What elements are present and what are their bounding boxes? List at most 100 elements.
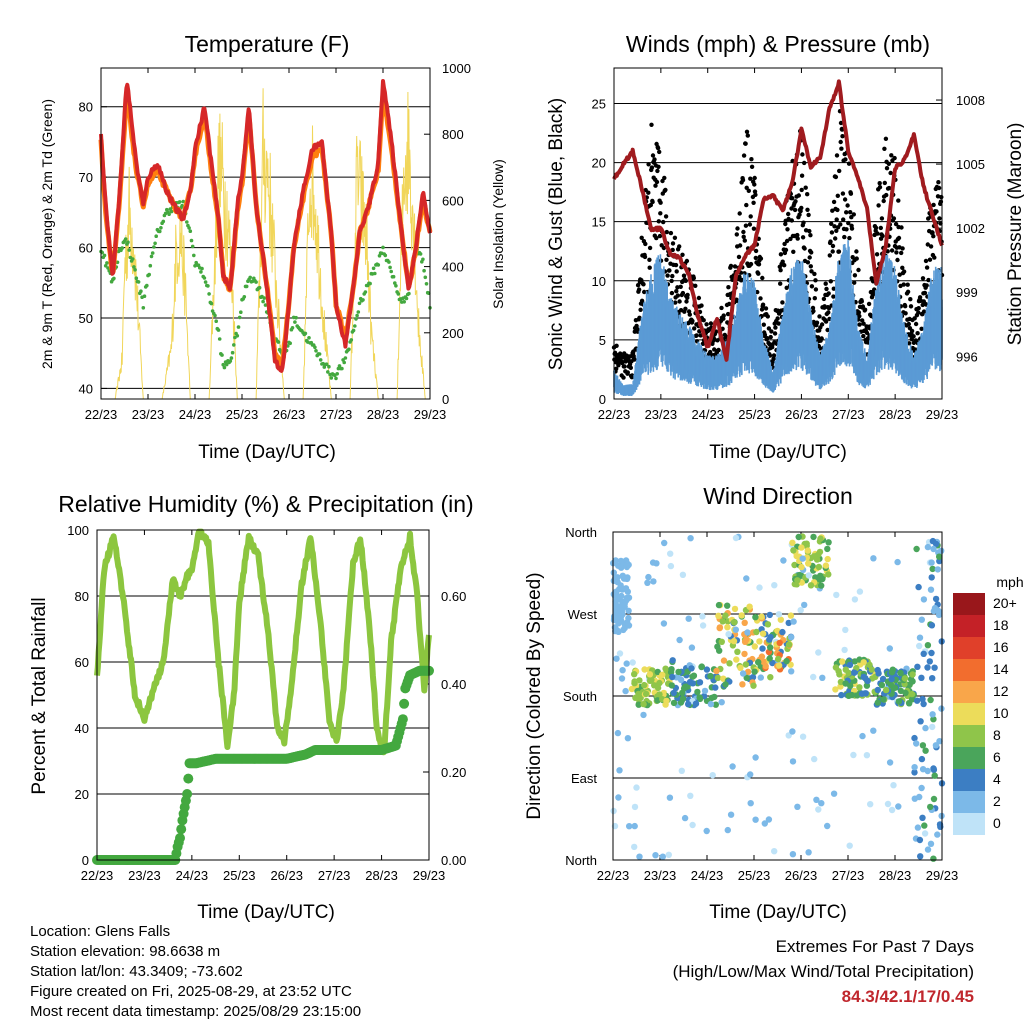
gust-point	[887, 185, 892, 191]
direction-point	[709, 772, 716, 779]
gust-point	[908, 304, 914, 309]
direction-point	[911, 734, 918, 742]
gust-point	[741, 153, 747, 158]
direction-point	[623, 596, 631, 603]
gust-point	[708, 349, 713, 355]
direction-point	[928, 574, 935, 581]
gust-point	[675, 285, 680, 290]
gust-point	[771, 356, 776, 361]
gust-point	[680, 252, 685, 257]
y2-tick-label: 0.60	[441, 589, 466, 604]
gust-point	[692, 326, 697, 331]
direction-point	[715, 612, 722, 619]
direction-point	[929, 711, 936, 718]
colorbar-swatch	[953, 725, 985, 747]
gust-point	[838, 120, 844, 126]
dewpoint-point	[202, 276, 207, 280]
direction-point	[916, 642, 923, 650]
colorbar-label: 6	[993, 749, 1001, 765]
direction-point	[918, 616, 925, 623]
humidity-panel: Relative Humidity (%) & Precipitation (i…	[29, 491, 474, 923]
direction-point	[617, 606, 624, 614]
gust-point	[748, 176, 753, 181]
gust-point	[685, 292, 690, 298]
gust-point	[889, 248, 895, 253]
gust-point	[900, 265, 905, 270]
direction-point	[687, 792, 694, 799]
direction-point	[789, 728, 796, 735]
direction-point	[790, 618, 797, 625]
gust-point	[783, 221, 788, 227]
direction-point	[775, 662, 783, 669]
direction-point	[920, 700, 927, 708]
gust-point	[805, 192, 810, 197]
y2-tick-label: 999	[956, 285, 978, 300]
direction-point	[924, 664, 931, 671]
gust-point	[812, 296, 817, 301]
direction-point	[888, 675, 895, 683]
direction-point	[929, 723, 936, 731]
x-tick-label: 29/23	[926, 407, 959, 422]
x-tick-label: 22/23	[85, 407, 118, 422]
direction-point	[725, 631, 732, 638]
direction-point	[744, 629, 751, 636]
dewpoint-point	[349, 338, 354, 342]
direction-point	[891, 684, 899, 691]
direction-point	[752, 614, 759, 621]
gust-point	[830, 208, 835, 213]
gust-point	[814, 320, 820, 325]
dewpoint-point	[244, 284, 249, 289]
direction-point	[616, 767, 623, 774]
direction-point	[920, 596, 928, 603]
dewpoint-point	[294, 315, 298, 320]
x-tick-label: 26/23	[273, 407, 306, 422]
direction-point	[631, 843, 638, 851]
gust-point	[796, 193, 801, 198]
direction-point	[875, 670, 882, 677]
gust-point	[826, 310, 831, 315]
direction-point	[931, 664, 938, 671]
gust-point	[901, 282, 906, 287]
dewpoint-point	[224, 362, 229, 367]
gust-point	[657, 233, 663, 239]
gust-point	[699, 303, 704, 308]
gust-point	[664, 229, 669, 235]
gust-point	[756, 262, 762, 267]
gust-point	[907, 341, 912, 346]
direction-point	[902, 689, 909, 697]
gust-point	[656, 219, 661, 224]
gust-point	[884, 166, 890, 171]
direction-point	[824, 545, 831, 553]
direction-point	[930, 545, 937, 553]
dewpoint-point	[288, 341, 293, 346]
direction-point	[922, 724, 929, 732]
y-tick-label: 20	[75, 787, 89, 802]
y-tick-label: 70	[79, 170, 93, 185]
gust-point	[926, 277, 931, 283]
direction-point	[765, 816, 773, 823]
gust-point	[861, 333, 866, 339]
direction-point	[913, 545, 920, 553]
gust-point	[649, 165, 655, 170]
gust-point	[783, 247, 789, 253]
dewpoint-point	[220, 353, 224, 357]
direction-point	[610, 577, 617, 584]
direction-point	[719, 618, 726, 625]
gust-point	[843, 157, 848, 162]
colorbar-title: mph	[996, 574, 1023, 590]
dewpoint-point	[387, 260, 391, 264]
gust-point	[721, 313, 726, 318]
direction-point	[752, 754, 759, 761]
direction-point	[629, 659, 636, 666]
gust-point	[789, 218, 794, 223]
direction-point	[795, 533, 802, 541]
dewpoint-point	[262, 296, 267, 300]
direction-point	[738, 612, 745, 619]
gust-point	[936, 180, 941, 185]
gust-point	[844, 210, 849, 215]
gust-point	[795, 232, 800, 238]
gust-point	[834, 217, 839, 222]
gust-point	[837, 168, 842, 174]
dewpoint-point	[383, 253, 388, 258]
